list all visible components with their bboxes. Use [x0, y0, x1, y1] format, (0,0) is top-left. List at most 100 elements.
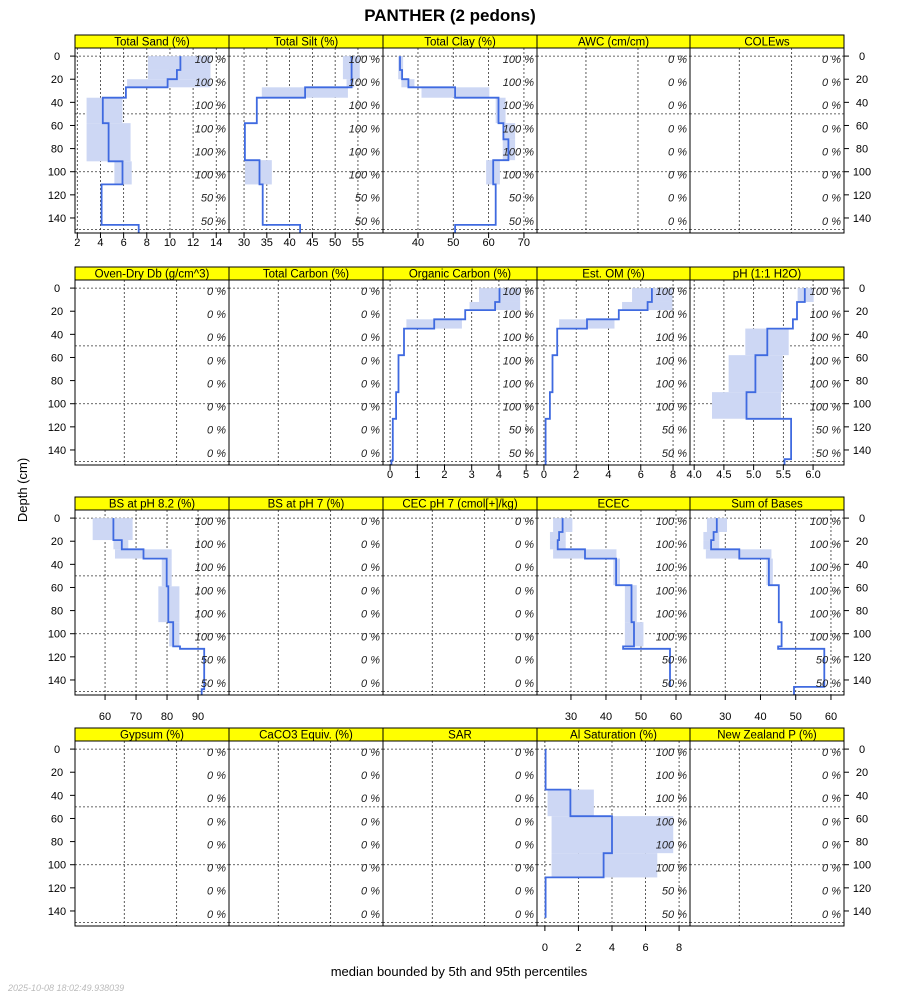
panel-title: CaCO3 Equiv. (%) — [259, 730, 353, 742]
data-coverage-label: 0 % — [668, 77, 687, 89]
data-coverage-label: 50 % — [355, 216, 380, 228]
data-coverage-label: 100 % — [503, 402, 534, 414]
depth-tick-label: 140 — [48, 675, 66, 687]
data-coverage-label: 100 % — [503, 378, 534, 390]
data-coverage-label: 0 % — [822, 793, 841, 805]
data-coverage-label: 0 % — [207, 863, 226, 875]
panel: Organic Carbon (%) 0 1 2 3 4 5 100 % 100 % 100 % 1… — [382, 266, 538, 481]
panel: CEC pH 7 (cmol[+]/kg) 0 % 0 % 0 % 0 % 0 % 0 % 0… — [382, 496, 538, 696]
data-coverage-label: 100 % — [195, 632, 226, 644]
data-coverage-label: 50 % — [662, 886, 687, 898]
depth-tick-label: 140 — [853, 906, 871, 918]
panel-border — [382, 740, 538, 927]
data-coverage-label: 0 % — [361, 378, 380, 390]
panel-title: Total Sand (%) — [114, 37, 190, 49]
data-coverage-label: 0 % — [207, 839, 226, 851]
panel-title: Gypsum (%) — [120, 730, 184, 742]
data-coverage-label: 0 % — [207, 425, 226, 437]
depth-tick-label: 40 — [51, 790, 63, 802]
data-coverage-label: 100 % — [656, 770, 687, 782]
panel-border — [689, 740, 845, 927]
data-coverage-label: 100 % — [656, 286, 687, 298]
data-coverage-label: 0 % — [207, 378, 226, 390]
data-coverage-label: 0 % — [361, 863, 380, 875]
x-tick-label: 35 — [261, 237, 273, 249]
x-tick-label: 80 — [161, 711, 173, 723]
data-coverage-label: 0 % — [207, 909, 226, 921]
depth-tick-label: 0 — [859, 744, 865, 756]
median-line — [544, 288, 653, 465]
median-line — [556, 518, 671, 687]
timestamp: 2025-10-08 18:02:49.938039 — [7, 983, 124, 993]
data-coverage-label: 0 % — [668, 100, 687, 112]
data-coverage-label: 0 % — [822, 54, 841, 66]
depth-tick-label: 80 — [51, 144, 63, 156]
data-coverage-label: 0 % — [822, 839, 841, 851]
depth-tick-label: 0 — [54, 51, 60, 63]
depth-tick-label: 0 — [54, 513, 60, 525]
percentile-band — [495, 97, 506, 124]
panel: New Zealand P (%) 0 % 0 % 0 % 0 % 0 % 0 % 0 % 0 … — [689, 727, 871, 927]
percentile-band — [86, 97, 123, 124]
x-tick-label: 60 — [670, 711, 682, 723]
depth-tick-label: 20 — [51, 306, 63, 318]
depth-tick-label: 0 — [54, 744, 60, 756]
depth-tick-label: 140 — [853, 213, 871, 225]
data-coverage-label: 0 % — [207, 309, 226, 321]
data-coverage-label: 100 % — [503, 355, 534, 367]
data-coverage-label: 100 % — [656, 793, 687, 805]
panel-border — [74, 740, 230, 927]
data-coverage-label: 100 % — [810, 539, 841, 551]
data-coverage-label: 0 % — [361, 909, 380, 921]
data-coverage-label: 50 % — [816, 655, 841, 667]
data-coverage-label: 100 % — [810, 332, 841, 344]
data-coverage-label: 0 % — [207, 747, 226, 759]
median-line — [112, 518, 206, 695]
depth-tick-label: 140 — [853, 675, 871, 687]
data-coverage-label: 0 % — [207, 793, 226, 805]
percentile-band — [703, 531, 720, 541]
data-coverage-label: 100 % — [349, 100, 380, 112]
data-coverage-label: 100 % — [195, 100, 226, 112]
data-coverage-label: 0 % — [207, 816, 226, 828]
data-coverage-label: 0 % — [361, 793, 380, 805]
panel-title: New Zealand P (%) — [717, 730, 817, 742]
data-coverage-label: 100 % — [810, 286, 841, 298]
data-coverage-label: 0 % — [515, 886, 534, 898]
x-tick-label: 4 — [609, 942, 615, 954]
percentile-band — [147, 56, 211, 70]
x-tick-label: 3 — [469, 469, 475, 481]
data-coverage-label: 0 % — [668, 123, 687, 135]
x-tick-label: 6.0 — [805, 469, 820, 481]
data-coverage-label: 0 % — [515, 608, 534, 620]
panel-title: Sum of Bases — [731, 499, 803, 511]
depth-tick-label: 20 — [856, 767, 868, 779]
x-tick-label: 30 — [238, 237, 250, 249]
x-tick-label: 12 — [187, 237, 199, 249]
panel-title: Est. OM (%) — [582, 269, 645, 281]
data-coverage-label: 100 % — [195, 77, 226, 89]
data-coverage-label: 0 % — [822, 886, 841, 898]
data-coverage-label: 0 % — [361, 309, 380, 321]
data-coverage-label: 50 % — [509, 193, 534, 205]
data-coverage-label: 100 % — [503, 170, 534, 182]
data-coverage-label: 0 % — [361, 747, 380, 759]
data-coverage-label: 0 % — [361, 332, 380, 344]
data-coverage-label: 100 % — [656, 332, 687, 344]
data-coverage-label: 50 % — [355, 193, 380, 205]
depth-tick-label: 60 — [51, 582, 63, 594]
data-coverage-label: 0 % — [361, 355, 380, 367]
x-tick-label: 0 — [541, 469, 547, 481]
depth-tick-label: 120 — [853, 422, 871, 434]
depth-tick-label: 100 — [48, 860, 66, 872]
x-tick-label: 40 — [600, 711, 612, 723]
data-coverage-label: 100 % — [195, 516, 226, 528]
depth-tick-label: 120 — [853, 883, 871, 895]
percentile-band — [127, 79, 211, 88]
median-line — [100, 56, 182, 233]
data-coverage-label: 100 % — [810, 309, 841, 321]
data-coverage-label: 100 % — [195, 608, 226, 620]
data-coverage-label: 0 % — [361, 562, 380, 574]
panel: Oven-Dry Db (g/cm^3) 0 % 0 % 0 % 0 % 0 % 0 % 0 … — [48, 266, 230, 466]
data-coverage-label: 0 % — [361, 632, 380, 644]
